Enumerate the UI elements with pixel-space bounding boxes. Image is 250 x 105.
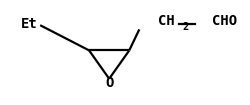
Text: 2: 2 bbox=[181, 22, 188, 32]
Text: O: O bbox=[104, 76, 113, 90]
Text: Et: Et bbox=[20, 17, 37, 31]
Text: CHO: CHO bbox=[211, 14, 236, 28]
Text: CH: CH bbox=[158, 14, 174, 28]
